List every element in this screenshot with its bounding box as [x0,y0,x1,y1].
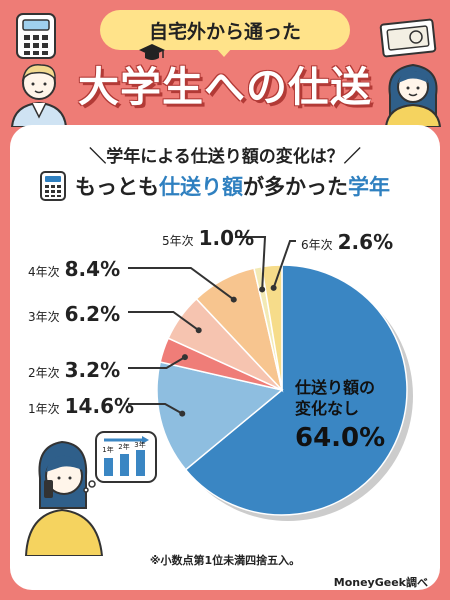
label-year5-name: 5年次 [162,234,194,248]
leader-line-year3 [128,311,200,332]
headline-highlight-2: 学年 [348,175,390,199]
label-year1: 1年次 14.6% [28,394,134,420]
subtitle-pill-text: 自宅外から通った [148,20,301,43]
label-year1-name: 1年次 [28,402,60,416]
label-year4-value: 8.4% [64,257,121,281]
label-year2: 2年次 3.2% [28,358,120,384]
leader-dot-year2 [181,354,188,361]
label-year5-value: 1.0% [198,226,255,250]
pie-slice-year1 [156,361,284,471]
headline-highlight-1: 仕送り額 [159,175,243,199]
bar-label-1: 1年 [102,445,113,454]
label-year2-name: 2年次 [28,366,60,380]
largest-slice-value: 64.0% [295,423,386,453]
largest-slice-line2: 変化なし [295,399,360,418]
largest-slice-label: 仕送り額の 変化なし 64.0% [295,377,405,457]
source-credit: MoneyGeek調べ [333,576,428,589]
label-year5: 5年次 1.0% [162,226,254,252]
label-year2-value: 3.2% [64,358,121,382]
graduation-cap-icon [139,44,165,60]
question-heading: ＼学年による仕送り額の変化は？／ [89,147,361,167]
bar-label-3: 3年 [134,440,145,449]
headline: もっとも仕送り額が多かった学年 [75,172,415,202]
label-year3: 3年次 6.2% [28,302,120,328]
headline-mid: が多かった [243,175,348,199]
pill-tail [215,47,233,57]
leader-line-year2 [128,356,186,369]
label-year4-name: 4年次 [28,265,60,279]
leader-dot-year5 [259,286,266,293]
leader-line-year5 [235,236,267,290]
label-year3-name: 3年次 [28,310,60,324]
calculator-small-icon [40,171,66,201]
headline-pre: もっとも [75,175,159,199]
leader-line-year1 [128,403,183,415]
label-year1-value: 14.6% [64,394,135,418]
banknote-icon [379,18,437,58]
phone-woman-illustration: 1年 2年 3年 [24,431,157,556]
largest-slice-line1: 仕送り額の [295,378,376,397]
bar-label-2: 2年 [118,442,129,451]
label-year6: 6年次 2.6% [301,230,393,256]
label-year6-name: 6年次 [301,238,333,252]
label-year6-value: 2.6% [337,230,394,254]
woman-illustration [384,63,442,127]
label-year3-value: 6.2% [64,302,121,326]
man-illustration [10,64,68,127]
leader-line-year6 [272,240,296,289]
calculator-icon [16,13,56,59]
leader-dot-year3 [195,327,202,334]
pie-slice-no-change [184,264,408,516]
leader-dot-year4 [230,296,237,303]
leader-line-year4 [128,267,235,301]
label-year4: 4年次 8.4% [28,257,120,283]
leader-dot-year1 [179,410,186,417]
leader-dot-year6 [270,284,277,291]
subtitle-pill: 自宅外から通った [100,10,350,50]
footnote: ※小数点第1位未満四捨五入。 [149,554,301,567]
